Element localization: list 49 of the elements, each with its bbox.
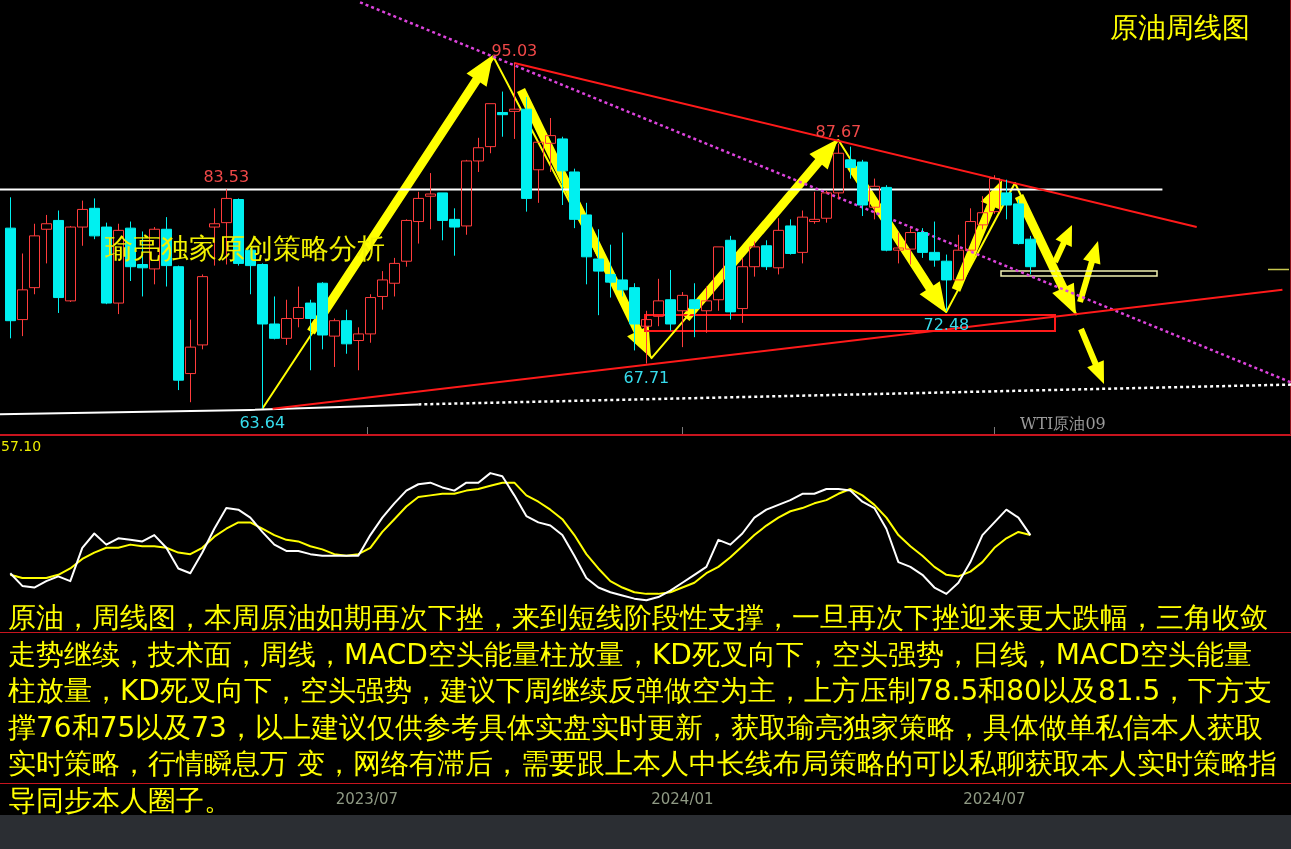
candlestick — [785, 218, 796, 256]
text: WTI原油09 — [1020, 414, 1106, 434]
text: 柱放量，KD死叉向下，空头强势，建议下周继续反弹做空为主，上方压制78.5和80以及81.5，下方支 — [8, 674, 1273, 708]
annotation: 67.71 — [623, 367, 670, 387]
candlestick — [773, 217, 784, 275]
candlestick — [869, 178, 880, 220]
candlestick — [41, 214, 52, 264]
candlestick — [341, 309, 352, 355]
candlestick — [761, 239, 772, 271]
candlestick — [989, 174, 1000, 215]
candlestick — [677, 291, 688, 348]
annotation: 87.67 — [815, 121, 862, 141]
text: 实时策略，行情瞬息万 变，网络有滞后，需要跟上本人中长线布局策略的可以私聊获取本人实时策略指 — [8, 747, 1277, 781]
candlestick — [485, 103, 496, 154]
chart-title: 原油周线图 — [1110, 11, 1250, 45]
candlestick — [197, 273, 208, 350]
candlestick — [5, 196, 16, 339]
candlestick — [593, 228, 604, 316]
candlestick — [941, 254, 952, 312]
x-tick-label: 2023/07 — [335, 789, 399, 808]
annotation: 63.64 — [239, 412, 286, 432]
candlestick — [185, 319, 196, 403]
x-tick-label: 2024/07 — [963, 789, 1026, 808]
candlestick — [701, 286, 712, 334]
candlestick — [521, 96, 532, 213]
candlestick — [665, 269, 676, 332]
candlestick — [29, 223, 40, 295]
candlestick — [689, 282, 700, 338]
candlestick — [173, 265, 184, 391]
candlestick — [881, 184, 892, 252]
annotation: 83.53 — [203, 167, 250, 187]
text: 导同步本人圈子。 — [8, 783, 232, 817]
candlestick — [509, 62, 520, 140]
candlestick — [713, 246, 724, 312]
annotation: 72.48 — [923, 315, 970, 335]
text: 撑76和75以及73，以上建议仅供参考具体实盘实时更新，获取瑜亮独家策略，具体做单私信本人获取 — [8, 710, 1263, 744]
x-tick-label: 2024/01 — [651, 789, 714, 808]
candlestick — [329, 317, 340, 368]
candlestick — [641, 310, 652, 365]
candlestick — [497, 91, 508, 138]
annotation: 95.03 — [491, 40, 538, 60]
candlestick — [653, 278, 664, 327]
annotation: 原油，周线图，本周原油如期再次下挫，来到短线阶段性支撑，一旦再次下挫迎来更大跌幅，三角收敛 — [8, 601, 1268, 635]
candlestick — [17, 252, 28, 337]
text: 57.10 — [1, 437, 42, 454]
candlestick — [725, 235, 736, 321]
text: 走势继续，技术面，周线，MACD空头能量柱放量，KD死叉向下，空头强势，日线，MACD空头能量 — [8, 637, 1252, 671]
candlestick — [425, 172, 436, 230]
candlestick — [53, 210, 64, 314]
